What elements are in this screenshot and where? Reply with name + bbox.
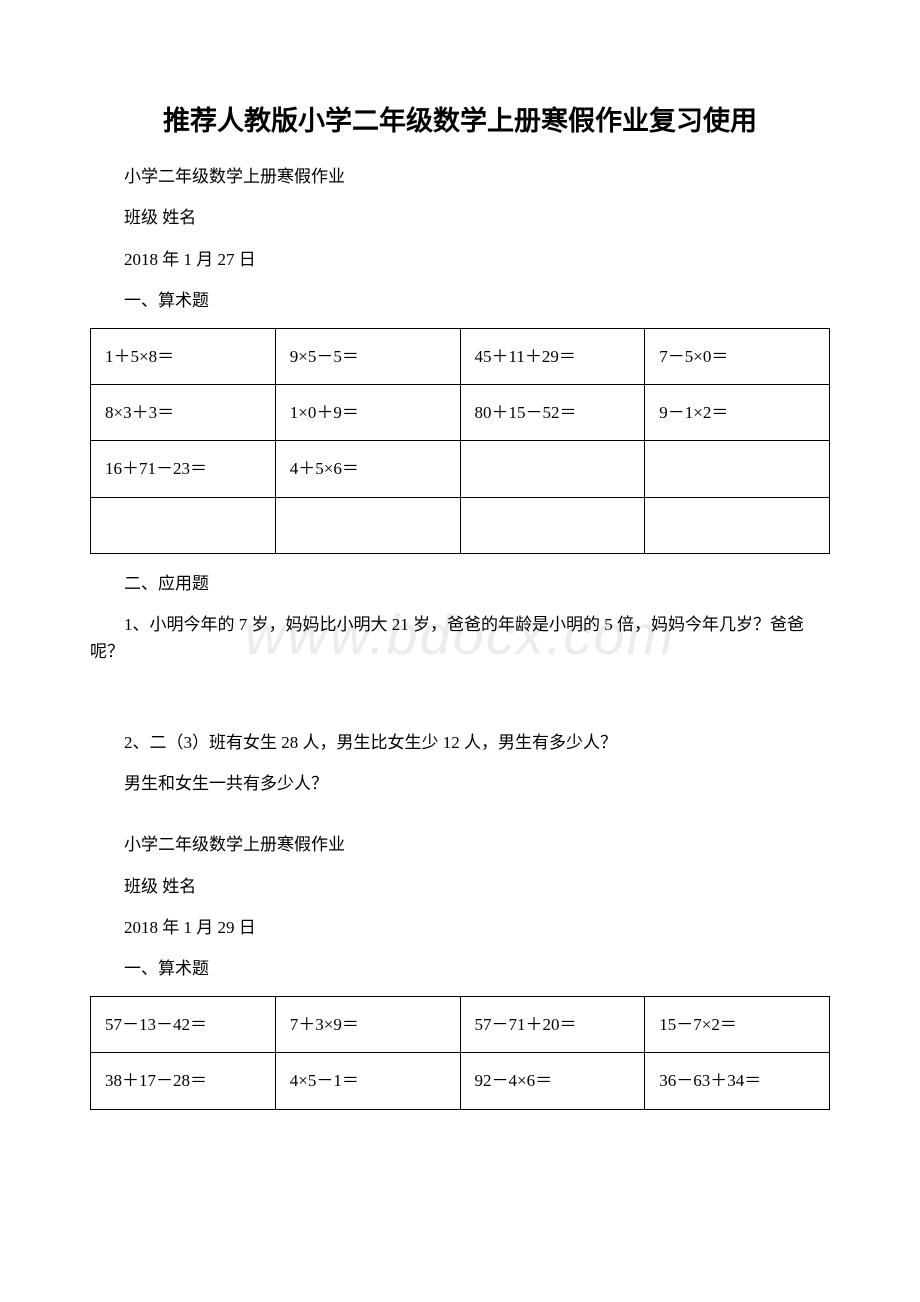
answer-space bbox=[90, 679, 830, 729]
cell: 16＋71－23＝ bbox=[91, 441, 276, 497]
cell: 36－63＋34＝ bbox=[645, 1053, 830, 1109]
section2-arith-table: 57－13－42＝ 7＋3×9＝ 57－71＋20＝ 15－7×2＝ 38＋17… bbox=[90, 996, 830, 1109]
cell: 4＋5×6＝ bbox=[275, 441, 460, 497]
cell: 92－4×6＝ bbox=[460, 1053, 645, 1109]
cell: 57－13－42＝ bbox=[91, 997, 276, 1053]
cell: 15－7×2＝ bbox=[645, 997, 830, 1053]
table-row: 38＋17－28＝ 4×5－1＝ 92－4×6＝ 36－63＋34＝ bbox=[91, 1053, 830, 1109]
cell: 1＋5×8＝ bbox=[91, 328, 276, 384]
cell: 7＋3×9＝ bbox=[275, 997, 460, 1053]
cell: 9－1×2＝ bbox=[645, 385, 830, 441]
cell: 4×5－1＝ bbox=[275, 1053, 460, 1109]
cell: 7－5×0＝ bbox=[645, 328, 830, 384]
section1-heading-word: 二、应用题 bbox=[90, 570, 830, 597]
section1-q2b: 男生和女生一共有多少人？ bbox=[90, 770, 830, 797]
section1-class-name: 班级 姓名 bbox=[90, 204, 830, 231]
cell: 9×5－5＝ bbox=[275, 328, 460, 384]
cell: 45＋11＋29＝ bbox=[460, 328, 645, 384]
cell bbox=[460, 497, 645, 553]
cell bbox=[91, 497, 276, 553]
section1-heading-arith: 一、算术题 bbox=[90, 287, 830, 314]
cell: 80＋15－52＝ bbox=[460, 385, 645, 441]
section1-date: 2018 年 1 月 27 日 bbox=[90, 246, 830, 273]
cell bbox=[460, 441, 645, 497]
table-row: 16＋71－23＝ 4＋5×6＝ bbox=[91, 441, 830, 497]
cell: 1×0＋9＝ bbox=[275, 385, 460, 441]
section2-subtitle: 小学二年级数学上册寒假作业 bbox=[90, 831, 830, 858]
table-row: 1＋5×8＝ 9×5－5＝ 45＋11＋29＝ 7－5×0＝ bbox=[91, 328, 830, 384]
cell: 57－71＋20＝ bbox=[460, 997, 645, 1053]
section1-q2a: 2、二（3）班有女生 28 人，男生比女生少 12 人，男生有多少人？ bbox=[90, 729, 830, 756]
document-content: 推荐人教版小学二年级数学上册寒假作业复习使用 小学二年级数学上册寒假作业 班级 … bbox=[90, 100, 830, 1110]
section2-heading-arith: 一、算术题 bbox=[90, 955, 830, 982]
table-row: 57－13－42＝ 7＋3×9＝ 57－71＋20＝ 15－7×2＝ bbox=[91, 997, 830, 1053]
cell bbox=[645, 497, 830, 553]
section1-arith-table: 1＋5×8＝ 9×5－5＝ 45＋11＋29＝ 7－5×0＝ 8×3＋3＝ 1×… bbox=[90, 328, 830, 554]
section1-subtitle: 小学二年级数学上册寒假作业 bbox=[90, 163, 830, 190]
table-row: 8×3＋3＝ 1×0＋9＝ 80＋15－52＝ 9－1×2＝ bbox=[91, 385, 830, 441]
section2-class-name: 班级 姓名 bbox=[90, 873, 830, 900]
section2-date: 2018 年 1 月 29 日 bbox=[90, 914, 830, 941]
cell bbox=[275, 497, 460, 553]
section1-q1: 1、小明今年的 7 岁，妈妈比小明大 21 岁，爸爸的年龄是小明的 5 倍，妈妈… bbox=[90, 611, 830, 665]
cell: 8×3＋3＝ bbox=[91, 385, 276, 441]
table-row bbox=[91, 497, 830, 553]
cell bbox=[645, 441, 830, 497]
main-title: 推荐人教版小学二年级数学上册寒假作业复习使用 bbox=[90, 100, 830, 143]
cell: 38＋17－28＝ bbox=[91, 1053, 276, 1109]
section-gap bbox=[90, 811, 830, 831]
